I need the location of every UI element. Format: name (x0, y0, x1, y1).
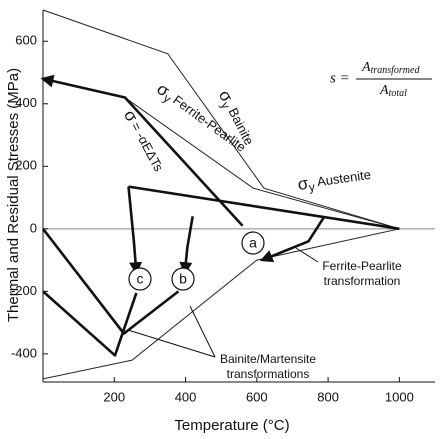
stress-line (124, 97, 400, 230)
stress-line (259, 215, 326, 263)
stress-line (179, 216, 194, 276)
stress-line (127, 186, 143, 276)
stage-label: a (249, 235, 257, 251)
callout (295, 247, 319, 263)
subscript: y (308, 180, 316, 195)
stage-label: b (179, 271, 187, 287)
subscript: y (218, 100, 233, 112)
symbol: A (379, 83, 389, 98)
x-tick-label: 600 (246, 389, 268, 404)
callout (189, 305, 216, 358)
x-axis-title: Temperature (°C) (174, 417, 289, 434)
y-tick-label: 400 (15, 95, 37, 110)
subscript: transformed (371, 65, 421, 76)
x-tick-label: 400 (175, 389, 197, 404)
stress-line (42, 290, 138, 357)
y-tick-label: -400 (11, 345, 37, 360)
formula-denominator: Atotal (379, 83, 407, 99)
x-tick-label: 200 (103, 389, 125, 404)
stage-marker (128, 267, 152, 291)
symbol: σ (297, 174, 311, 194)
note: transformation (324, 274, 401, 288)
y-tick-label: 0 (30, 220, 37, 235)
formula-lhs: s = (330, 70, 350, 86)
label: Austenite (316, 167, 372, 189)
stress-line (41, 228, 180, 335)
stress-line (40, 74, 244, 227)
formula-numerator: Atransformed (361, 60, 420, 76)
subscript: total (389, 88, 408, 99)
stage-label: c (137, 271, 144, 287)
stress-line (42, 228, 400, 380)
curve-label: σyAustenite (297, 165, 373, 196)
stress-line (42, 9, 400, 230)
y-tick-label: 200 (15, 158, 37, 173)
note: Ferrite-Pearlite (322, 259, 402, 273)
y-tick-label: -200 (11, 283, 37, 298)
y-axis-title: Thermal and Residual Stresses (MPa) (5, 68, 22, 322)
note: transformations (227, 367, 310, 381)
callout (127, 329, 216, 358)
y-tick-label: 600 (15, 33, 37, 48)
stress-line (128, 185, 400, 231)
note: Bainite/Martensite (220, 352, 316, 366)
stage-marker (171, 267, 195, 291)
x-tick-label: 1000 (385, 389, 414, 404)
x-tick-label: 800 (317, 389, 339, 404)
symbol: A (361, 60, 371, 75)
label: = -αEΔTs (128, 120, 167, 175)
stage-marker (241, 231, 265, 255)
